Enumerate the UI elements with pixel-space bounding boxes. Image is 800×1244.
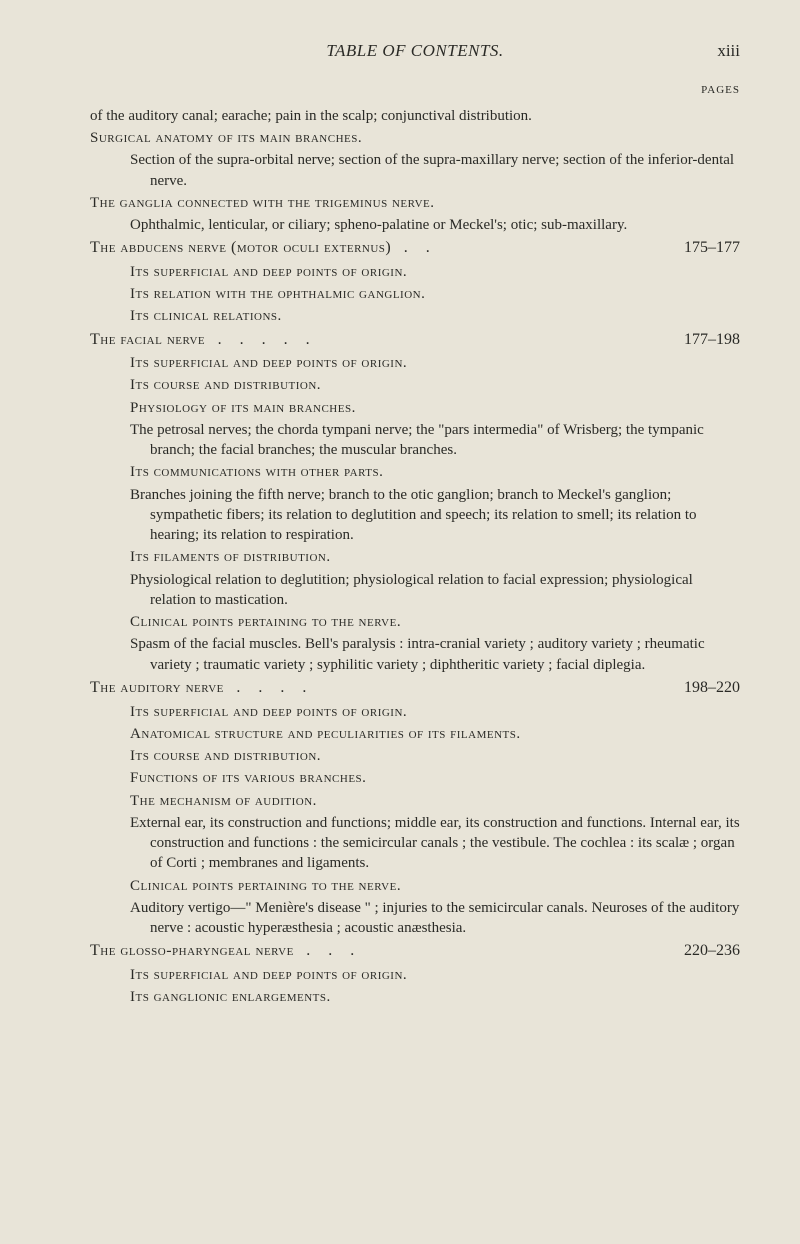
toc-body: Section of the supra-orbital nerve; sect… xyxy=(90,150,740,191)
toc-heading: The facial nerve ..... xyxy=(90,329,674,351)
toc-subheading: Its superficial and deep points of origi… xyxy=(90,702,740,722)
toc-body: Auditory vertigo—" Menière's disease " ;… xyxy=(90,898,740,939)
toc-subheading: Its filaments of distribution. xyxy=(90,547,740,567)
toc-subheading: Its ganglionic enlargements. xyxy=(90,987,740,1007)
toc-subheading: Its course and distribution. xyxy=(90,746,740,766)
toc-subheading: Clinical points pertaining to the nerve. xyxy=(90,876,740,896)
toc-subheading: Clinical points pertaining to the nerve. xyxy=(90,612,740,632)
toc-heading-text: The facial nerve xyxy=(90,331,205,348)
toc-entry: The abducens nerve (motor oculi externus… xyxy=(90,237,740,259)
toc-body: Ophthalmic, lenticular, or ciliary; sphe… xyxy=(90,215,740,235)
page-number: xiii xyxy=(717,40,740,63)
toc-heading: The auditory nerve .... xyxy=(90,677,674,699)
toc-page-range: 177–198 xyxy=(674,329,740,351)
toc-heading-text: The glosso-pharyngeal nerve xyxy=(90,942,294,959)
toc-body: The petrosal nerves; the chorda tympani … xyxy=(90,420,740,461)
toc-subheading: Its course and distribution. xyxy=(90,375,740,395)
toc-continuation: of the auditory canal; earache; pain in … xyxy=(90,106,740,126)
toc-heading: The abducens nerve (motor oculi externus… xyxy=(90,237,674,259)
toc-subheading: Its superficial and deep points of origi… xyxy=(90,965,740,985)
toc-subheading: Anatomical structure and peculiarities o… xyxy=(90,724,740,744)
page-content: TABLE OF CONTENTS. xiii PAGES of the aud… xyxy=(0,0,800,1049)
running-title: TABLE OF CONTENTS. xyxy=(90,40,740,63)
toc-heading-text: The abducens nerve (motor oculi externus… xyxy=(90,239,391,256)
page-header: TABLE OF CONTENTS. xiii xyxy=(90,40,740,63)
toc-page-range: 220–236 xyxy=(674,940,740,962)
toc-body: Branches joining the fifth nerve; branch… xyxy=(90,485,740,546)
toc-body: Spasm of the facial muscles. Bell's para… xyxy=(90,634,740,675)
toc-page-range: 198–220 xyxy=(674,677,740,699)
toc-entry: The glosso-pharyngeal nerve ... 220–236 xyxy=(90,940,740,962)
leader-dots: ... xyxy=(298,942,380,959)
toc-subheading: Its superficial and deep points of origi… xyxy=(90,353,740,373)
toc-heading: The glosso-pharyngeal nerve ... xyxy=(90,940,674,962)
toc-subheading: Its relation with the ophthalmic ganglio… xyxy=(90,284,740,304)
toc-subheading: Its clinical relations. xyxy=(90,306,740,326)
leader-dots: .. xyxy=(396,239,456,256)
toc-subheading: The mechanism of audition. xyxy=(90,791,740,811)
toc-subheading: The ganglia connected with the trigeminu… xyxy=(90,193,740,213)
toc-heading-text: The auditory nerve xyxy=(90,679,224,696)
toc-subheading: Functions of its various branches. xyxy=(90,768,740,788)
toc-entry: The auditory nerve .... 198–220 xyxy=(90,677,740,699)
toc-subheading: Its superficial and deep points of origi… xyxy=(90,262,740,282)
toc-entry: The facial nerve ..... 177–198 xyxy=(90,329,740,351)
leader-dots: ..... xyxy=(210,331,336,348)
toc-subheading: Surgical anatomy of its main branches. xyxy=(90,128,740,148)
leader-dots: .... xyxy=(228,679,332,696)
toc-subheading: Physiology of its main branches. xyxy=(90,398,740,418)
toc-body: External ear, its construction and funct… xyxy=(90,813,740,874)
toc-page-range: 175–177 xyxy=(674,237,740,259)
toc-body: Physiological relation to deglutition; p… xyxy=(90,570,740,611)
pages-column-label: PAGES xyxy=(90,83,740,98)
toc-subheading: Its communications with other parts. xyxy=(90,462,740,482)
